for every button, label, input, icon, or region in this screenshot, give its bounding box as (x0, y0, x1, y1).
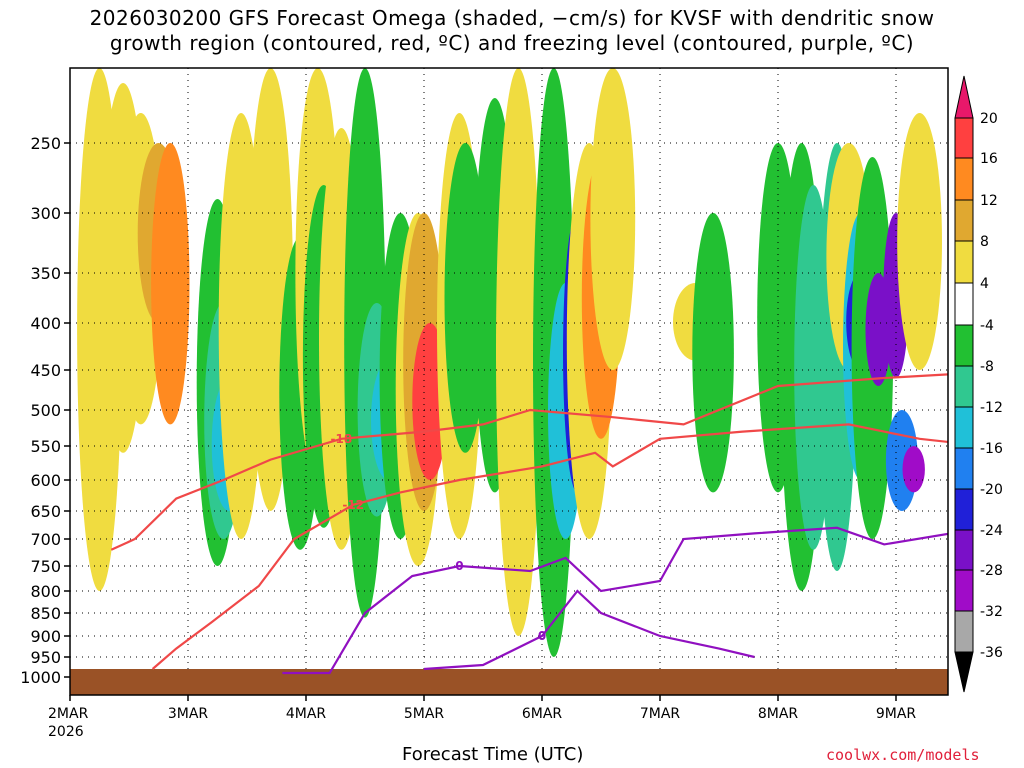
y-tick-label: 650 (30, 502, 61, 521)
x-axis: 2MAR 3MAR 4MAR 5MAR 6MAR 7MAR 8MAR 9MAR 2026 (48, 695, 916, 740)
colorbar-segment (954, 282, 974, 326)
colorbar-segment (954, 406, 974, 449)
colorbar-label: -16 (980, 441, 1003, 457)
x-tick-label: 9MAR (876, 706, 917, 722)
colorbar-label: 8 (980, 234, 989, 250)
y-tick-label: 350 (30, 264, 61, 283)
y-tick-label: 850 (30, 604, 61, 623)
y-tick-label: 600 (30, 471, 61, 490)
y-tick-label: 800 (30, 582, 61, 601)
x-tick-label: 4MAR (286, 706, 327, 722)
colorbar-label: 20 (980, 111, 998, 127)
contour-line (151, 423, 948, 670)
omega-shading (77, 68, 942, 657)
x-tick-label: 2MAR (48, 706, 89, 722)
colorbar-segment (954, 157, 974, 201)
y-tick-label: 400 (30, 314, 61, 333)
y-tick-label: 1000 (20, 668, 61, 687)
colorbar-label: 12 (980, 193, 998, 209)
contour-label: -12 (342, 498, 364, 512)
colorbar-label: 16 (980, 151, 998, 167)
y-tick-label: 250 (30, 134, 61, 153)
contour-label: -18 (331, 432, 353, 446)
y-tick-label: 550 (30, 437, 61, 456)
x-year-label: 2026 (48, 724, 84, 740)
y-tick-label: 750 (30, 557, 61, 576)
colorbar-segment (954, 324, 974, 367)
colorbar-label: 4 (980, 276, 989, 292)
colorbar-segment (954, 117, 974, 159)
temperature-contours: -18 -12 0 0 (110, 373, 948, 675)
plot-frame (69, 67, 949, 696)
y-tick-label: 300 (30, 204, 61, 223)
contour-label: 0 (455, 559, 463, 573)
y-tick-label: 950 (30, 648, 61, 667)
omega-cell (692, 213, 734, 493)
omega-cell (151, 143, 190, 425)
contour-line (110, 373, 948, 551)
colorbar-segment (954, 240, 974, 284)
colorbar-segment (954, 610, 974, 653)
credit-link[interactable]: coolwx.com/models (826, 746, 980, 764)
colorbar-label: -24 (980, 523, 1003, 539)
colorbar: 20 16 12 8 4 -4 -8 -12 -16 -20 -24 -28 -32 -36 (954, 75, 1003, 693)
x-tick-label: 8MAR (758, 706, 799, 722)
contour-line (282, 526, 948, 675)
colorbar-label: -8 (980, 359, 994, 375)
y-tick-label: 900 (30, 627, 61, 646)
ground-surface (70, 669, 948, 695)
colorbar-segment (954, 569, 974, 612)
chart-title-line2: growth region (contoured, red, ºC) and f… (109, 31, 915, 55)
omega-cell (897, 113, 942, 370)
colorbar-label: -36 (980, 645, 1003, 661)
colorbar-segment (954, 651, 974, 693)
omega-cell (496, 68, 541, 636)
colorbar-label: -28 (980, 563, 1003, 579)
colorbar-segment (954, 199, 974, 242)
y-tick-label: 450 (30, 361, 61, 380)
y-tick-label: 700 (30, 530, 61, 549)
omega-cell (902, 446, 925, 493)
x-tick-label: 3MAR (168, 706, 209, 722)
colorbar-segment (954, 447, 974, 490)
colorbar-label: -32 (980, 604, 1003, 620)
x-tick-label: 6MAR (522, 706, 563, 722)
x-tick-label: 5MAR (404, 706, 445, 722)
colorbar-label: -4 (980, 318, 994, 334)
colorbar-label: -20 (980, 482, 1003, 498)
colorbar-label: -12 (980, 400, 1003, 416)
y-axis: 250 300 350 400 450 500 550 600 650 700 750 800 850 9… (20, 134, 70, 687)
contour-line (423, 589, 755, 671)
colorbar-segment (954, 488, 974, 531)
colorbar-segment (954, 75, 974, 119)
chart-title-line1: 2026030200 GFS Forecast Omega (shaded, −… (89, 6, 935, 30)
omega-cell (590, 68, 636, 370)
y-tick-label: 500 (30, 401, 61, 420)
colorbar-segment (954, 365, 974, 408)
contour-label: 0 (538, 629, 546, 643)
x-axis-title: Forecast Time (UTC) (402, 744, 584, 765)
colorbar-segment (954, 529, 974, 571)
x-tick-label: 7MAR (640, 706, 681, 722)
